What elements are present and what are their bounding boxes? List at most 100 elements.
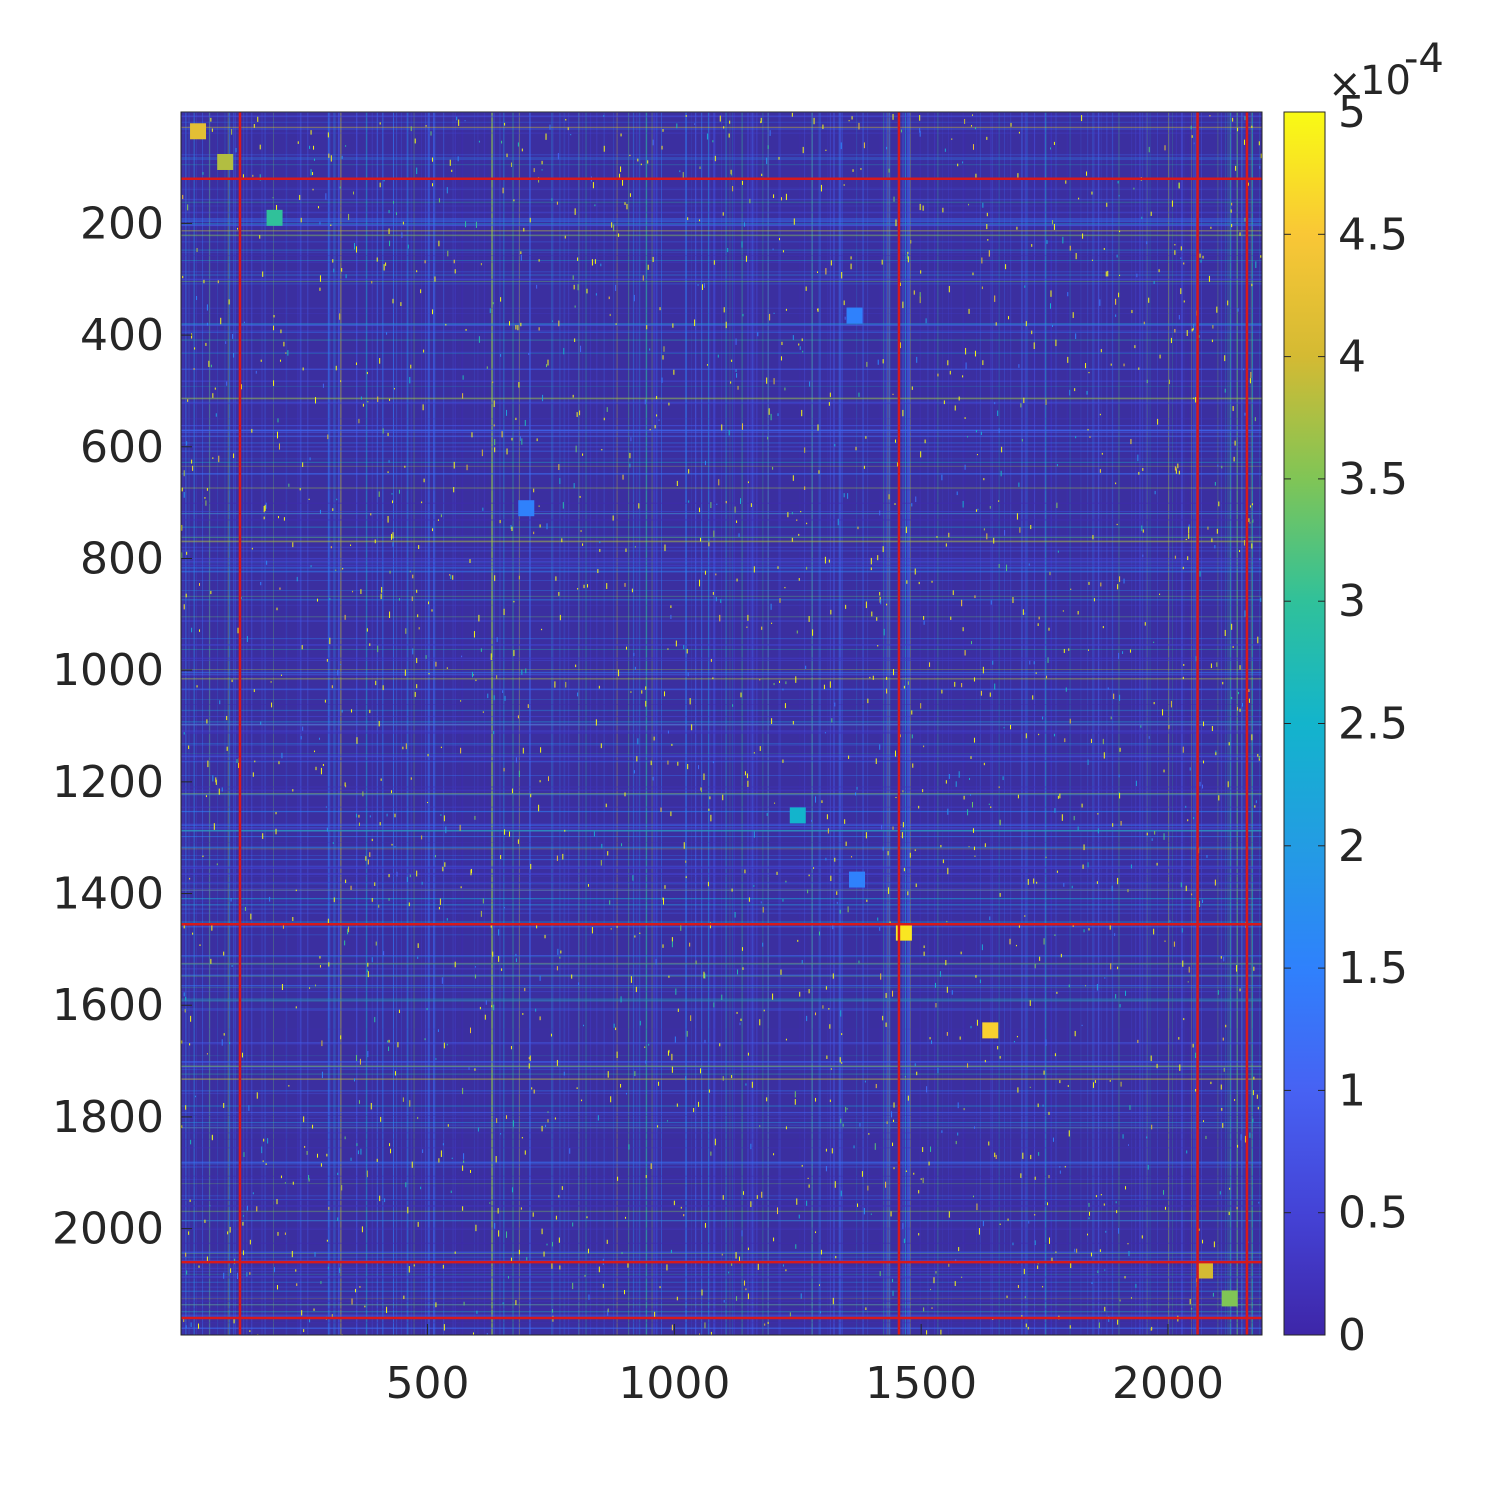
heatmap-column-streak	[1180, 112, 1182, 1335]
heatmap-cell	[398, 598, 400, 601]
heatmap-cell	[962, 161, 964, 164]
heatmap-cell	[342, 567, 344, 570]
heatmap-cell	[981, 944, 983, 951]
heatmap-cell	[409, 376, 411, 384]
heatmap-cell	[957, 163, 959, 167]
heatmap-cell	[656, 414, 658, 417]
heatmap-row-streak	[181, 968, 1262, 970]
heatmap-cell	[1069, 389, 1071, 396]
heatmap-cell	[947, 808, 949, 815]
heatmap-cell	[1030, 1154, 1032, 1160]
heatmap-row-streak	[181, 954, 1262, 957]
heatmap-column-streak	[833, 112, 835, 1335]
heatmap-cell	[1200, 259, 1202, 263]
heatmap-cell	[1195, 1052, 1197, 1058]
heatmap-cell	[440, 746, 442, 749]
heatmap-cell	[371, 838, 373, 842]
heatmap-column-streak	[407, 112, 408, 1335]
heatmap-cell	[832, 973, 834, 979]
heatmap-column-streak	[428, 112, 429, 1335]
colorbar-multiplier-base: 10	[1360, 58, 1411, 104]
heatmap-cell	[511, 526, 513, 531]
heatmap-row-streak	[181, 218, 1262, 220]
heatmap-cell	[494, 438, 496, 446]
heatmap-cell	[745, 1083, 747, 1086]
heatmap-cell	[547, 359, 549, 366]
heatmap-column-streak	[407, 112, 409, 1335]
heatmap-cell	[892, 1142, 894, 1147]
heatmap-column-streak	[264, 112, 266, 1335]
heatmap-cell	[549, 124, 551, 130]
heatmap-cell	[215, 413, 217, 417]
heatmap-cell	[205, 795, 207, 798]
heatmap-cell	[836, 891, 838, 895]
heatmap-cell	[976, 1019, 978, 1026]
heatmap-cell	[344, 782, 346, 787]
heatmap-cell	[481, 449, 483, 457]
heatmap-row-streak	[181, 671, 1262, 674]
heatmap-column-streak	[1055, 112, 1057, 1335]
heatmap-cell	[574, 338, 576, 343]
heatmap-row-streak	[181, 1314, 1262, 1316]
heatmap-cell	[1065, 687, 1067, 692]
heatmap-cell	[1144, 622, 1146, 626]
heatmap-column-streak	[1183, 112, 1185, 1335]
heatmap-cell	[1183, 664, 1185, 666]
heatmap-cell	[287, 350, 289, 356]
heatmap-diagonal-block	[846, 307, 863, 324]
heatmap-cell	[1129, 649, 1131, 653]
heatmap-column-streak	[714, 112, 716, 1335]
heatmap-cell	[598, 685, 600, 689]
heatmap-cell	[1083, 844, 1085, 851]
heatmap-cell	[780, 197, 782, 201]
heatmap-column-streak	[1168, 112, 1171, 1335]
heatmap-cell	[545, 133, 547, 140]
heatmap-cell	[422, 1149, 424, 1153]
heatmap-cell	[710, 502, 712, 509]
heatmap-cell	[949, 370, 951, 375]
heatmap-cell	[882, 546, 884, 553]
heatmap-cell	[962, 500, 964, 508]
heatmap-cell	[847, 906, 849, 913]
heatmap-cell	[989, 692, 991, 697]
heatmap-cell	[586, 1216, 588, 1219]
heatmap-diagonal-block	[1221, 1290, 1238, 1307]
heatmap-column-streak	[400, 112, 402, 1335]
heatmap-cell	[414, 138, 416, 144]
heatmap-column-streak	[707, 112, 709, 1335]
heatmap-cell	[970, 756, 972, 759]
heatmap-cell	[189, 877, 191, 880]
heatmap-cell	[1195, 1089, 1197, 1092]
heatmap-row-streak	[181, 401, 1262, 404]
heatmap-cell	[362, 403, 364, 407]
heatmap-cell	[824, 556, 826, 564]
heatmap-cell	[355, 1288, 356, 1293]
heatmap-cell	[738, 533, 740, 537]
heatmap-cell	[772, 466, 774, 470]
heatmap-cell	[309, 457, 311, 461]
heatmap-cell	[736, 520, 738, 523]
heatmap-cell	[713, 260, 715, 265]
heatmap-cell	[923, 951, 925, 956]
heatmap-cell	[1208, 275, 1210, 282]
heatmap-cell	[260, 359, 262, 362]
heatmap-cell	[795, 1244, 797, 1249]
heatmap-cell	[382, 685, 384, 691]
heatmap-cell	[1119, 793, 1121, 799]
heatmap-column-streak	[333, 112, 335, 1335]
heatmap-cell	[243, 321, 245, 324]
heatmap-cell	[620, 133, 622, 137]
heatmap-cell	[1136, 273, 1138, 278]
heatmap-cell	[852, 169, 854, 172]
heatmap-cell	[813, 867, 815, 869]
heatmap-cell	[378, 720, 380, 727]
heatmap-column-streak	[433, 112, 436, 1335]
heatmap-row-streak	[181, 1167, 1262, 1168]
heatmap-column-streak	[1004, 112, 1005, 1335]
heatmap-cell	[1111, 885, 1113, 892]
heatmap-cell	[802, 350, 804, 353]
heatmap-cell	[390, 1148, 392, 1154]
heatmap-cell	[319, 275, 321, 282]
heatmap-cell	[233, 1319, 235, 1324]
heatmap-cell	[302, 367, 304, 371]
